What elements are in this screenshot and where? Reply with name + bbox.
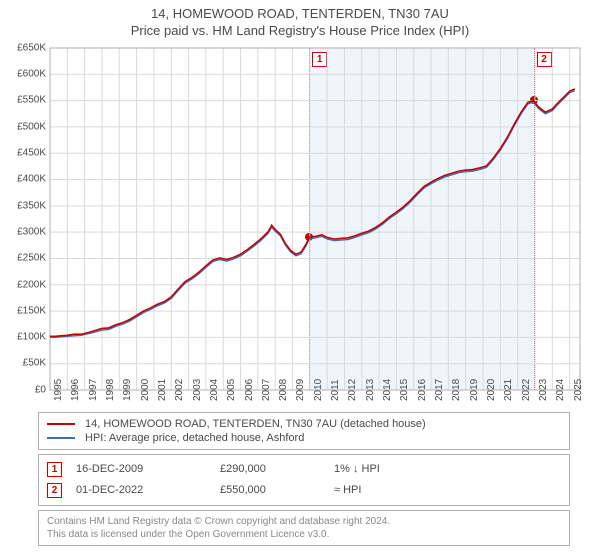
series-hpi — [50, 90, 575, 337]
x-tick-label: 2008 — [278, 379, 289, 401]
x-tick-label: 2000 — [140, 379, 151, 401]
x-tick-label: 2018 — [451, 379, 462, 401]
x-tick-label: 2007 — [261, 379, 272, 401]
x-tick-label: 1997 — [88, 379, 99, 401]
legend-swatch — [47, 437, 75, 439]
y-tick-label: £200K — [1, 279, 46, 290]
x-tick-label: 2013 — [365, 379, 376, 401]
legend-label: HPI: Average price, detached house, Ashf… — [85, 432, 304, 444]
x-tick-label: 2016 — [417, 379, 428, 401]
legend-box: 14, HOMEWOOD ROAD, TENTERDEN, TN30 7AU (… — [38, 412, 570, 450]
y-tick-label: £400K — [1, 174, 46, 185]
sale-relative: ≈ HPI — [334, 484, 454, 496]
sale-relative: 1% ↓ HPI — [334, 463, 454, 475]
sale-marker-box: 1 — [47, 462, 62, 477]
title-line-1: 14, HOMEWOOD ROAD, TENTERDEN, TN30 7AU — [0, 6, 600, 23]
x-tick-label: 2023 — [538, 379, 549, 401]
sale-marker-box: 2 — [47, 483, 62, 498]
x-tick-label: 2006 — [244, 379, 255, 401]
y-tick-label: £100K — [1, 332, 46, 343]
footer-line-2: This data is licensed under the Open Gov… — [47, 528, 561, 541]
x-tick-label: 2020 — [486, 379, 497, 401]
x-tick-label: 2010 — [313, 379, 324, 401]
x-tick-label: 2025 — [573, 379, 584, 401]
legend-label: 14, HOMEWOOD ROAD, TENTERDEN, TN30 7AU (… — [85, 418, 426, 430]
x-tick-label: 2004 — [209, 379, 220, 401]
y-tick-label: £150K — [1, 305, 46, 316]
x-tick-label: 2012 — [347, 379, 358, 401]
title-line-2: Price paid vs. HM Land Registry's House … — [0, 23, 600, 40]
y-tick-label: £50K — [1, 358, 46, 369]
x-tick-label: 2021 — [503, 379, 514, 401]
chart-title: 14, HOMEWOOD ROAD, TENTERDEN, TN30 7AU P… — [0, 0, 600, 40]
x-tick-label: 2019 — [469, 379, 480, 401]
y-tick-label: £450K — [1, 148, 46, 159]
y-tick-label: £650K — [1, 42, 46, 53]
legend-row: 14, HOMEWOOD ROAD, TENTERDEN, TN30 7AU (… — [47, 417, 561, 431]
y-tick-label: £0 — [1, 384, 46, 395]
x-tick-label: 1998 — [105, 379, 116, 401]
sale-row: 2 01-DEC-2022 £550,000 ≈ HPI — [47, 480, 561, 501]
y-tick-label: £600K — [1, 69, 46, 80]
x-tick-label: 1995 — [53, 379, 64, 401]
x-tick-label: 2002 — [174, 379, 185, 401]
footer-box: Contains HM Land Registry data © Crown c… — [38, 510, 570, 546]
sale-price: £550,000 — [220, 484, 320, 496]
footer-line-1: Contains HM Land Registry data © Crown c… — [47, 515, 561, 528]
y-tick-label: £300K — [1, 226, 46, 237]
x-tick-label: 2001 — [157, 379, 168, 401]
sale-date: 16-DEC-2009 — [76, 463, 206, 475]
y-tick-label: £250K — [1, 253, 46, 264]
x-tick-label: 1999 — [122, 379, 133, 401]
x-tick-label: 2015 — [399, 379, 410, 401]
plot-svg — [50, 48, 580, 408]
x-tick-label: 2017 — [434, 379, 445, 401]
x-tick-label: 2009 — [295, 379, 306, 401]
x-tick-label: 2024 — [555, 379, 566, 401]
y-tick-label: £350K — [1, 200, 46, 211]
chart-area: 12 £0£50K£100K£150K£200K£250K£300K£350K£… — [50, 48, 580, 408]
y-tick-label: £500K — [1, 121, 46, 132]
series-property — [50, 89, 575, 336]
y-tick-label: £550K — [1, 95, 46, 106]
x-tick-label: 1996 — [70, 379, 81, 401]
x-tick-label: 2014 — [382, 379, 393, 401]
x-tick-label: 2005 — [226, 379, 237, 401]
sales-table: 1 16-DEC-2009 £290,000 1% ↓ HPI 2 01-DEC-2022… — [38, 454, 570, 506]
legend-swatch — [47, 423, 75, 425]
sale-date: 01-DEC-2022 — [76, 484, 206, 496]
sale-price: £290,000 — [220, 463, 320, 475]
x-tick-label: 2011 — [330, 379, 341, 401]
x-tick-label: 2022 — [521, 379, 532, 401]
sale-row: 1 16-DEC-2009 £290,000 1% ↓ HPI — [47, 459, 561, 480]
x-tick-label: 2003 — [192, 379, 203, 401]
legend-row: HPI: Average price, detached house, Ashf… — [47, 431, 561, 445]
